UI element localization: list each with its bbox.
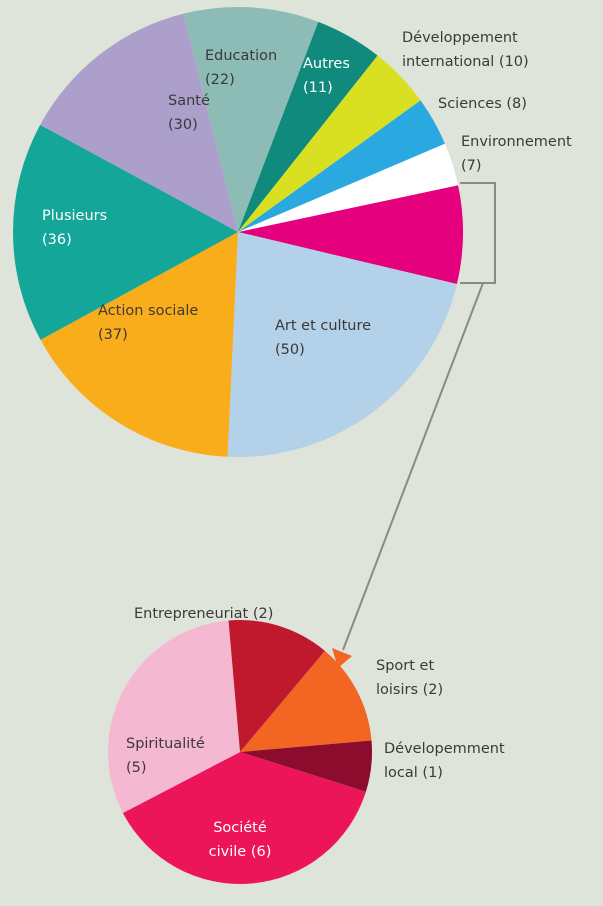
pie-slice xyxy=(40,13,239,232)
value-label: (1) xyxy=(422,765,443,781)
pie-slice xyxy=(238,21,378,233)
value-label: (37) xyxy=(98,327,128,343)
pies xyxy=(12,7,463,885)
pie-slice xyxy=(240,740,372,792)
value-label: (22) xyxy=(205,72,235,88)
value-label: (2) xyxy=(252,606,274,622)
slice-label: Art et culture (50) xyxy=(275,314,405,362)
slice-label: Spiritualité (5) xyxy=(126,732,226,780)
pie-slice xyxy=(238,55,421,233)
category-label: Sciences xyxy=(438,96,502,112)
slice-label: Plusieurs (36) xyxy=(42,204,132,252)
category-label: Dévelopemment local xyxy=(384,741,505,781)
category-label: Education xyxy=(205,48,278,64)
connector xyxy=(342,282,484,651)
value-label: (30) xyxy=(168,117,198,133)
category-label: Plusieurs xyxy=(42,208,108,224)
slice-label: Sciences (8) xyxy=(438,92,527,116)
value-label: (50) xyxy=(275,342,305,358)
value-label: (10) xyxy=(498,54,529,70)
pie-slice xyxy=(122,752,366,885)
bracket xyxy=(460,182,496,284)
slice-label: Autres (11) xyxy=(303,52,358,100)
pie-slice xyxy=(12,124,238,340)
slice-label: Education (22) xyxy=(205,44,285,92)
value-label: (8) xyxy=(506,96,527,112)
value-label: (6) xyxy=(250,844,272,860)
value-label: (5) xyxy=(126,760,147,776)
slice-label: Société civile (6) xyxy=(200,816,280,864)
pie-slice xyxy=(227,232,457,457)
pie-slice xyxy=(238,143,459,232)
category-label: Art et culture xyxy=(275,318,372,334)
category-label: Spiritualité xyxy=(126,736,205,752)
pie-slice xyxy=(40,232,238,457)
slice-label: Environnement (7) xyxy=(461,130,586,178)
slice-label: Dévelopemment local (1) xyxy=(384,737,534,785)
value-label: (36) xyxy=(42,232,72,248)
slice-label: Développement international (10) xyxy=(402,26,572,74)
pie-slice xyxy=(107,620,240,813)
slice-label: Action sociale (37) xyxy=(98,299,208,347)
pie-slice xyxy=(228,620,325,752)
pie-slice xyxy=(238,100,445,232)
pie-slice xyxy=(183,7,319,233)
slice-label: Santé (30) xyxy=(168,89,228,137)
value-label: (11) xyxy=(303,80,333,96)
category-label: Autres xyxy=(303,56,350,72)
pie-slice xyxy=(240,650,372,752)
category-label: Développement international xyxy=(402,30,518,70)
value-label: (7) xyxy=(461,158,482,174)
slice-label: Sport et loisirs (2) xyxy=(376,654,456,702)
category-label: Environnement xyxy=(461,134,572,150)
value-label: (2) xyxy=(422,682,444,698)
connector-arrow xyxy=(332,648,352,668)
category-label: Action sociale xyxy=(98,303,199,319)
pie-slice xyxy=(238,185,463,285)
slice-label: Entrepreneuriat (2) xyxy=(134,602,273,626)
category-label: Sport et loisirs xyxy=(376,658,435,698)
category-label: Société civile xyxy=(208,820,267,860)
category-label: Santé xyxy=(168,93,210,109)
category-label: Entrepreneuriat xyxy=(134,606,249,622)
